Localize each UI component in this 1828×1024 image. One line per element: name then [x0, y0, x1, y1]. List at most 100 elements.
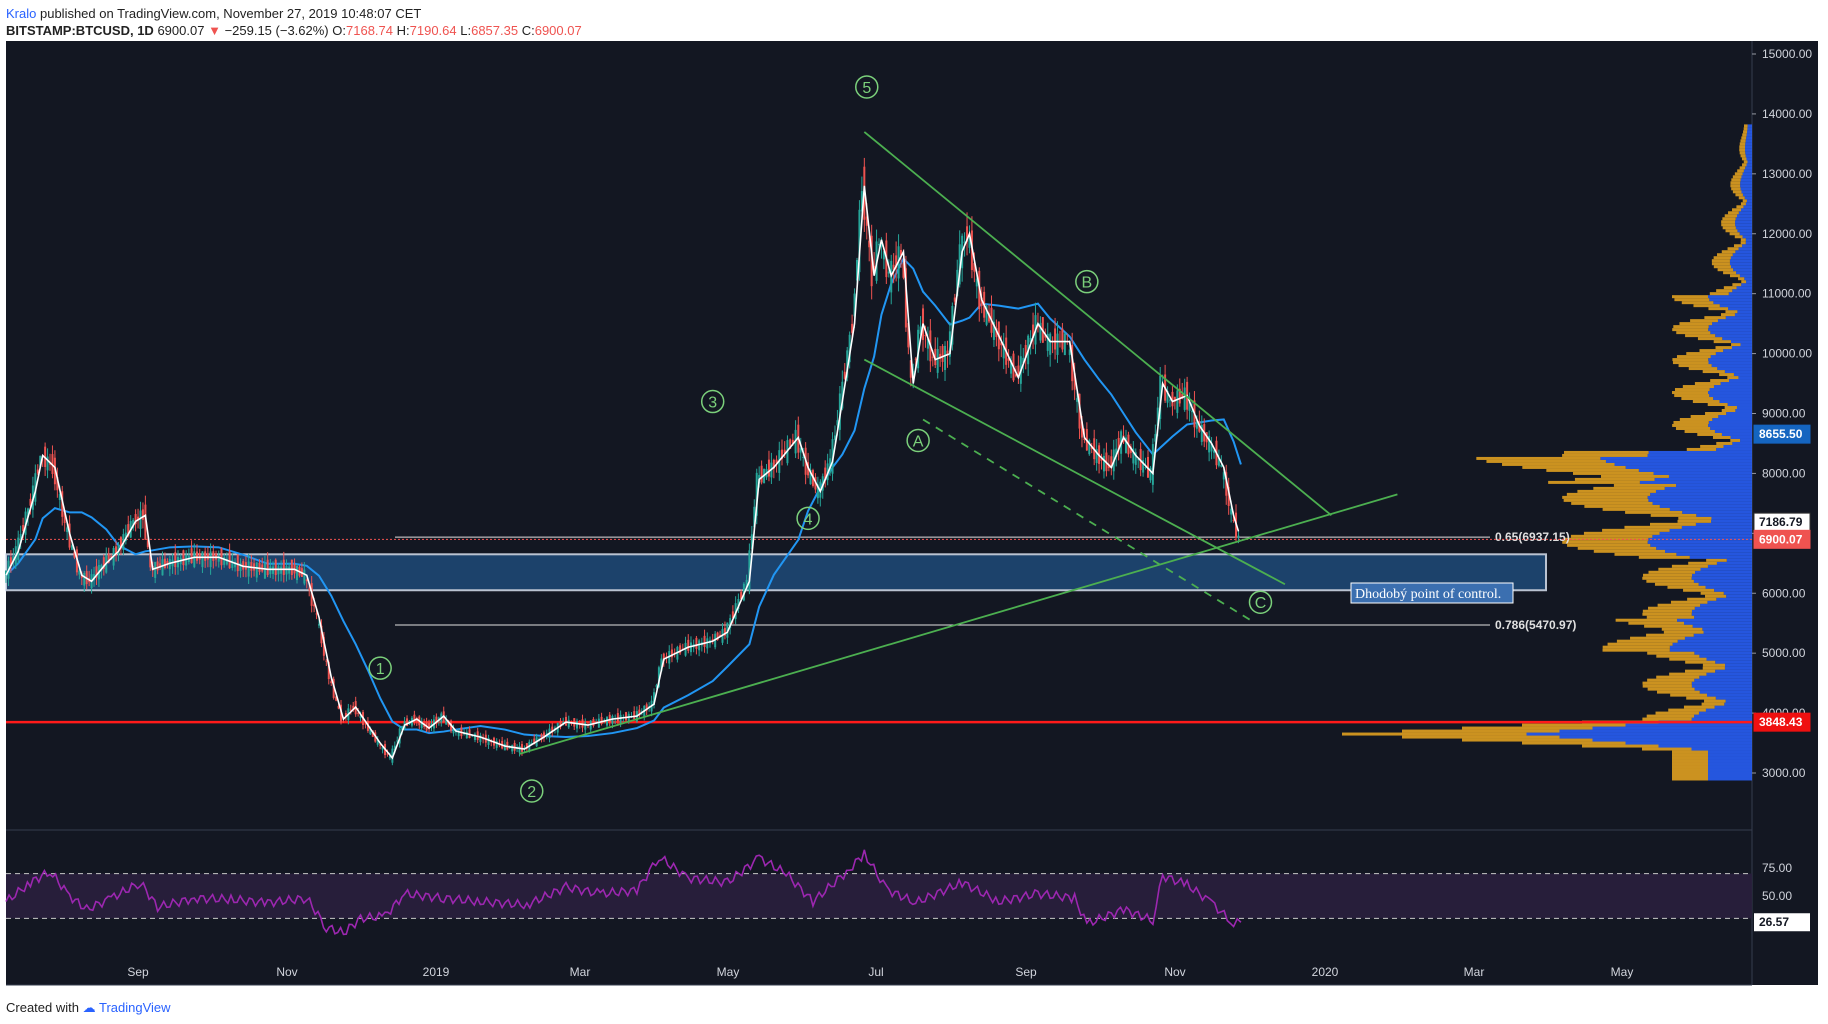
candle-body [865, 216, 868, 226]
candle-body [320, 625, 323, 644]
candle-body [212, 551, 215, 561]
candle-body [870, 235, 873, 287]
candle-body [833, 435, 836, 440]
candle-body [748, 550, 751, 591]
candle-body [511, 744, 514, 752]
price-tick-label: 8000.00 [1762, 466, 1806, 480]
candle-body [110, 556, 113, 558]
wave-label-circle [906, 428, 930, 453]
candle-body [887, 271, 890, 274]
candle-body [1002, 343, 1005, 359]
candle-body [1102, 455, 1105, 472]
candle-body [66, 527, 69, 533]
footer: Created with ☁ TradingView [6, 1000, 171, 1016]
price-tick-label: 5000.00 [1762, 646, 1806, 660]
candle-body [49, 463, 52, 465]
candle-body [27, 508, 30, 518]
candle-body [953, 297, 956, 302]
candle-body [1073, 373, 1076, 390]
candle-body [1044, 335, 1047, 338]
candle-body [266, 559, 269, 576]
candle-body [134, 514, 137, 525]
candle-body [775, 459, 778, 464]
candle-body [731, 611, 734, 618]
candle-body [956, 269, 959, 297]
candle-body [318, 624, 321, 626]
candle-body [1056, 333, 1059, 355]
candle-body [1227, 487, 1230, 506]
candle-body [1191, 411, 1194, 413]
candle-body [242, 561, 245, 570]
price-tick-label: 6000.00 [1762, 586, 1806, 600]
candle-body [638, 709, 641, 716]
candle-body [359, 715, 362, 719]
candle-body [781, 449, 783, 459]
close-label: C: [521, 23, 535, 38]
candle-body [1178, 388, 1181, 404]
candle-body [217, 555, 220, 562]
candle-body [1032, 324, 1035, 338]
candle-body [1000, 342, 1003, 346]
candle-body [313, 604, 316, 607]
candle-body [1230, 508, 1233, 515]
tradingview-brand[interactable]: TradingView [99, 1000, 171, 1015]
candle-body [895, 255, 898, 268]
candle-body [139, 510, 142, 529]
candle-body [71, 545, 74, 550]
candle-body [12, 556, 15, 562]
candle-body [1054, 328, 1057, 350]
candle-body [132, 519, 135, 529]
candle-body [753, 506, 756, 528]
time-tick-label: Sep [1015, 965, 1037, 979]
candle-body [1129, 446, 1132, 453]
candle-body [209, 551, 212, 568]
candle-body [653, 692, 656, 706]
author-link[interactable]: Kralo [6, 6, 37, 21]
symbol-label[interactable]: BITSTAMP:BTCUSD, 1D [6, 23, 154, 38]
rsi-tick-label: 50.00 [1762, 889, 1792, 903]
price-tick-label: 11000.00 [1762, 287, 1811, 301]
candle-body [495, 741, 498, 748]
candle-body [391, 748, 394, 763]
candle-body [447, 721, 450, 726]
candle-body [931, 356, 934, 358]
candle-body [968, 238, 971, 248]
publication-header: Kralo published on TradingView.com, Nove… [6, 6, 421, 21]
candle-body [340, 704, 343, 723]
candle-body [163, 558, 166, 568]
candle-body [695, 637, 698, 649]
candle-body [904, 268, 907, 328]
candle-body [263, 563, 266, 579]
candle-body [322, 636, 325, 656]
candle-body [1210, 443, 1213, 452]
price-tick-label: 12000.00 [1762, 227, 1812, 241]
candle-body [944, 345, 947, 371]
candle-body [330, 681, 333, 684]
time-tick-label: Mar [1464, 965, 1485, 979]
candle-body [1088, 440, 1091, 455]
time-tick-label: Sep [127, 965, 149, 979]
candle-body [645, 704, 648, 711]
price-tick-label: 9000.00 [1762, 407, 1806, 421]
candle-body [608, 714, 611, 723]
candle-body [660, 658, 663, 672]
candle-body [1232, 519, 1235, 521]
candle-body [873, 265, 876, 270]
candle-body [975, 278, 978, 287]
candle-body [860, 191, 863, 212]
candle-body [46, 456, 49, 471]
candle-body [308, 588, 311, 590]
candle-body [63, 510, 66, 524]
candle-body [146, 540, 149, 548]
candle-body [1222, 472, 1225, 480]
candle-body [457, 729, 460, 737]
candle-body [924, 335, 927, 337]
candle-body [1217, 457, 1220, 466]
wave-label: 3 [708, 395, 717, 412]
candle-body [196, 551, 199, 561]
candle-body [1142, 460, 1145, 473]
candle-body [452, 727, 455, 734]
wave-label: 2 [527, 784, 536, 801]
candle-body [633, 711, 636, 720]
